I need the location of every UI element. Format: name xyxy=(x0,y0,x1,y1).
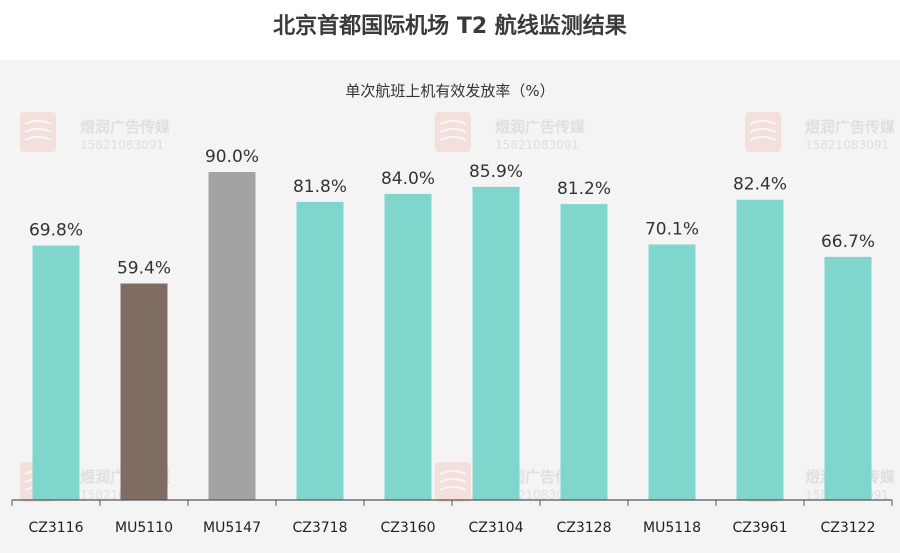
value-label-mu5147: 90.0% xyxy=(205,147,259,167)
watermark: 煜润广告传媒 15821083091 xyxy=(20,112,171,152)
bar-cz3122 xyxy=(824,256,872,500)
watermark-logo-icon xyxy=(745,112,781,152)
watermark-logo-icon xyxy=(435,462,471,502)
watermark-logo-icon xyxy=(435,112,471,152)
bar-cz3160 xyxy=(384,193,432,500)
value-labels-layer: 69.8% 59.4% 90.0% 81.8% 84.0% 85.9% 81.2% 70.1%… xyxy=(29,147,875,279)
bar-cz3116 xyxy=(32,245,80,500)
x-tick-label-cz3160: CZ3160 xyxy=(381,520,436,536)
watermark-phone: 15821083091 xyxy=(80,138,164,152)
bar-cz3128 xyxy=(560,204,608,500)
x-tick-label-cz3718: CZ3718 xyxy=(293,520,348,536)
x-axis: CZ3116 MU5110 MU5147 CZ3718 CZ3160 CZ3104 CZ31… xyxy=(11,499,893,536)
value-label-cz3104: 85.9% xyxy=(469,162,523,182)
x-tick-label-cz3104: CZ3104 xyxy=(469,520,524,536)
value-label-cz3122: 66.7% xyxy=(821,232,875,252)
watermark-name: 煜润广告传媒 xyxy=(80,118,171,136)
watermark: 煜润广告传媒 15821083091 xyxy=(745,112,896,152)
watermark-name: 煜润广告传媒 xyxy=(495,118,586,136)
x-tick-label-cz3116: CZ3116 xyxy=(29,520,84,536)
bar-mu5110 xyxy=(120,283,168,500)
watermark-logo-icon xyxy=(20,112,56,152)
value-label-mu5110: 59.4% xyxy=(117,259,171,279)
x-tick-label-cz3961: CZ3961 xyxy=(733,520,788,536)
bar-mu5147 xyxy=(208,172,256,500)
bars-layer xyxy=(32,172,872,500)
chart-subtitle: 单次航班上机有效发放率（%） xyxy=(345,82,555,100)
watermark-phone: 15821083091 xyxy=(495,138,579,152)
chart-title: 北京首都国际机场 T2 航线监测结果 xyxy=(273,14,627,39)
bar-cz3961 xyxy=(736,199,784,500)
value-label-cz3961: 82.4% xyxy=(733,175,787,195)
x-tick-label-mu5147: MU5147 xyxy=(203,520,261,536)
value-label-cz3160: 84.0% xyxy=(381,169,435,189)
x-tick-label-mu5110: MU5110 xyxy=(115,520,173,536)
x-tick-label-mu5118: MU5118 xyxy=(643,520,701,536)
watermark-phone: 15821083091 xyxy=(805,138,889,152)
value-label-cz3128: 81.2% xyxy=(557,179,611,199)
bar-mu5118 xyxy=(648,244,696,500)
value-label-cz3116: 69.8% xyxy=(29,221,83,241)
watermark: 煜润广告传媒 15821083091 xyxy=(435,112,586,152)
value-label-cz3718: 81.8% xyxy=(293,177,347,197)
value-label-mu5118: 70.1% xyxy=(645,220,699,240)
x-tick-label-cz3128: CZ3128 xyxy=(557,520,612,536)
x-tick-label-cz3122: CZ3122 xyxy=(821,520,876,536)
bar-cz3718 xyxy=(296,201,344,500)
watermark-name: 煜润广告传媒 xyxy=(805,118,896,136)
bar-cz3104 xyxy=(472,186,520,500)
